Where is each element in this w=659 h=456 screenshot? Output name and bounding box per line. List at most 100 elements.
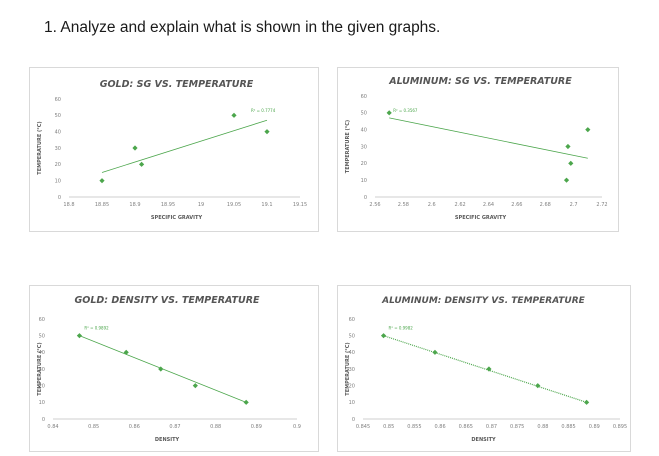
x-tick-label: 19 xyxy=(198,202,204,208)
y-tick-label: 0 xyxy=(364,195,367,201)
y-tick-label: 50 xyxy=(39,333,45,339)
y-tick-label: 20 xyxy=(361,161,367,167)
y-axis-title: TEMPERATURE (°C) xyxy=(345,120,351,173)
data-point xyxy=(243,399,249,405)
x-tick-label: 2.72 xyxy=(596,202,607,208)
r-squared-label: R² = 0.7774 xyxy=(251,108,276,113)
data-point xyxy=(583,399,590,405)
x-tick-label: 0.895 xyxy=(613,424,627,430)
y-tick-label: 20 xyxy=(55,162,61,168)
y-tick-label: 30 xyxy=(55,146,61,152)
r-squared-label: R² = 0.3567 xyxy=(393,108,418,113)
data-point xyxy=(565,143,571,150)
y-tick-label: 20 xyxy=(39,383,45,389)
x-axis-title: SPECIFIC GRAVITY xyxy=(455,215,507,221)
y-tick-label: 50 xyxy=(349,333,355,339)
x-tick-label: 0.86 xyxy=(129,424,140,430)
data-point xyxy=(380,333,387,339)
data-point xyxy=(386,110,392,116)
y-tick-label: 0 xyxy=(42,417,45,423)
x-tick-label: 0.89 xyxy=(589,424,600,430)
x-tick-label: 0.885 xyxy=(561,424,575,430)
x-tick-label: 18.8 xyxy=(63,202,74,208)
r-squared-label: R² = 0.9892 xyxy=(84,326,109,331)
x-tick-label: 18.85 xyxy=(95,202,109,208)
x-tick-label: 0.86 xyxy=(435,424,446,430)
x-tick-label: 0.84 xyxy=(47,424,58,430)
chart-aluminum-density-panel: ALUMINUM: DENSITY VS. TEMPERATURE 0 10 20 30… xyxy=(337,285,631,452)
y-tick-label: 40 xyxy=(349,350,355,356)
y-tick-label: 30 xyxy=(361,144,367,150)
chart-svg: GOLD: DENSITY VS. TEMPERATURE 0 10 20 30 40 50… xyxy=(37,295,301,443)
r-squared-label: R² = 0.9982 xyxy=(389,326,414,331)
x-tick-label: 19.05 xyxy=(227,202,241,208)
data-point xyxy=(585,127,591,133)
data-point xyxy=(139,161,145,167)
y-axis-title: TEMPERATURE (°C) xyxy=(345,342,351,395)
x-axis-title: DENSITY xyxy=(155,437,180,443)
x-tick-label: 0.865 xyxy=(459,424,473,430)
x-tick-label: 19.15 xyxy=(293,202,307,208)
chart-title: GOLD: DENSITY VS. TEMPERATURE xyxy=(74,295,260,306)
data-point xyxy=(99,178,105,184)
y-tick-label: 10 xyxy=(39,400,45,406)
y-tick-label: 10 xyxy=(55,178,61,184)
y-tick-label: 0 xyxy=(58,195,61,201)
x-tick-label: 0.88 xyxy=(210,424,221,430)
y-tick-label: 40 xyxy=(55,129,61,135)
y-tick-label: 40 xyxy=(39,350,45,356)
x-tick-label: 2.62 xyxy=(455,202,466,208)
chart-title: ALUMINUM: DENSITY VS. TEMPERATURE xyxy=(381,296,586,306)
x-tick-label: 2.66 xyxy=(511,202,522,208)
data-point xyxy=(432,349,438,355)
data-point xyxy=(264,129,270,135)
y-tick-label: 30 xyxy=(39,367,45,373)
chart-title: GOLD: SG VS. TEMPERATURE xyxy=(100,79,254,90)
y-tick-label: 50 xyxy=(361,111,367,117)
chart-gold-density-panel: GOLD: DENSITY VS. TEMPERATURE 0 10 20 30 40 50… xyxy=(29,285,319,452)
trendline xyxy=(389,117,588,159)
trendline xyxy=(383,335,587,403)
y-tick-label: 10 xyxy=(349,400,355,406)
y-axis-title: TEMPERATURE (°C) xyxy=(37,342,43,395)
x-tick-label: 2.6 xyxy=(428,202,436,208)
x-axis-title: SPECIFIC GRAVITY xyxy=(151,215,203,221)
x-tick-label: 0.87 xyxy=(486,424,497,430)
data-point xyxy=(486,366,492,372)
data-point xyxy=(231,112,237,118)
chart-svg: ALUMINUM: SG VS. TEMPERATURE 0 10 20 30 40 50 6… xyxy=(345,76,608,221)
data-point xyxy=(192,383,198,389)
y-tick-label: 20 xyxy=(349,383,355,389)
data-point xyxy=(76,333,83,339)
y-tick-label: 60 xyxy=(349,317,355,323)
x-tick-label: 2.68 xyxy=(540,202,551,208)
data-point xyxy=(563,177,570,183)
y-tick-label: 50 xyxy=(55,113,61,119)
x-tick-label: 2.64 xyxy=(483,202,494,208)
chart-svg: ALUMINUM: DENSITY VS. TEMPERATURE 0 10 20 30… xyxy=(345,296,627,443)
x-tick-label: 0.85 xyxy=(88,424,99,430)
chart-svg: GOLD: SG VS. TEMPERATURE 0 10 20 30 40 50 60 18.… xyxy=(37,79,307,221)
x-axis-title: DENSITY xyxy=(471,437,496,443)
x-tick-label: 0.9 xyxy=(293,424,301,430)
x-tick-label: 19.1 xyxy=(261,202,272,208)
chart-title: ALUMINUM: SG VS. TEMPERATURE xyxy=(388,76,572,87)
data-point xyxy=(132,145,138,151)
x-tick-label: 2.58 xyxy=(398,202,409,208)
x-tick-label: 2.7 xyxy=(570,202,578,208)
x-tick-label: 0.88 xyxy=(537,424,548,430)
x-tick-label: 0.855 xyxy=(407,424,421,430)
y-tick-label: 10 xyxy=(361,178,367,184)
x-tick-label: 0.87 xyxy=(169,424,180,430)
x-tick-label: 18.9 xyxy=(129,202,140,208)
y-tick-label: 60 xyxy=(39,317,45,323)
x-tick-label: 18.95 xyxy=(161,202,175,208)
x-tick-label: 0.875 xyxy=(510,424,524,430)
data-point xyxy=(158,366,164,372)
x-tick-label: 2.56 xyxy=(369,202,380,208)
question-text: 1. Analyze and explain what is shown in … xyxy=(44,19,441,36)
y-tick-label: 30 xyxy=(349,367,355,373)
data-point xyxy=(123,349,129,355)
trendline xyxy=(101,119,268,173)
y-axis-title: TEMPERATURE (°C) xyxy=(37,121,43,174)
